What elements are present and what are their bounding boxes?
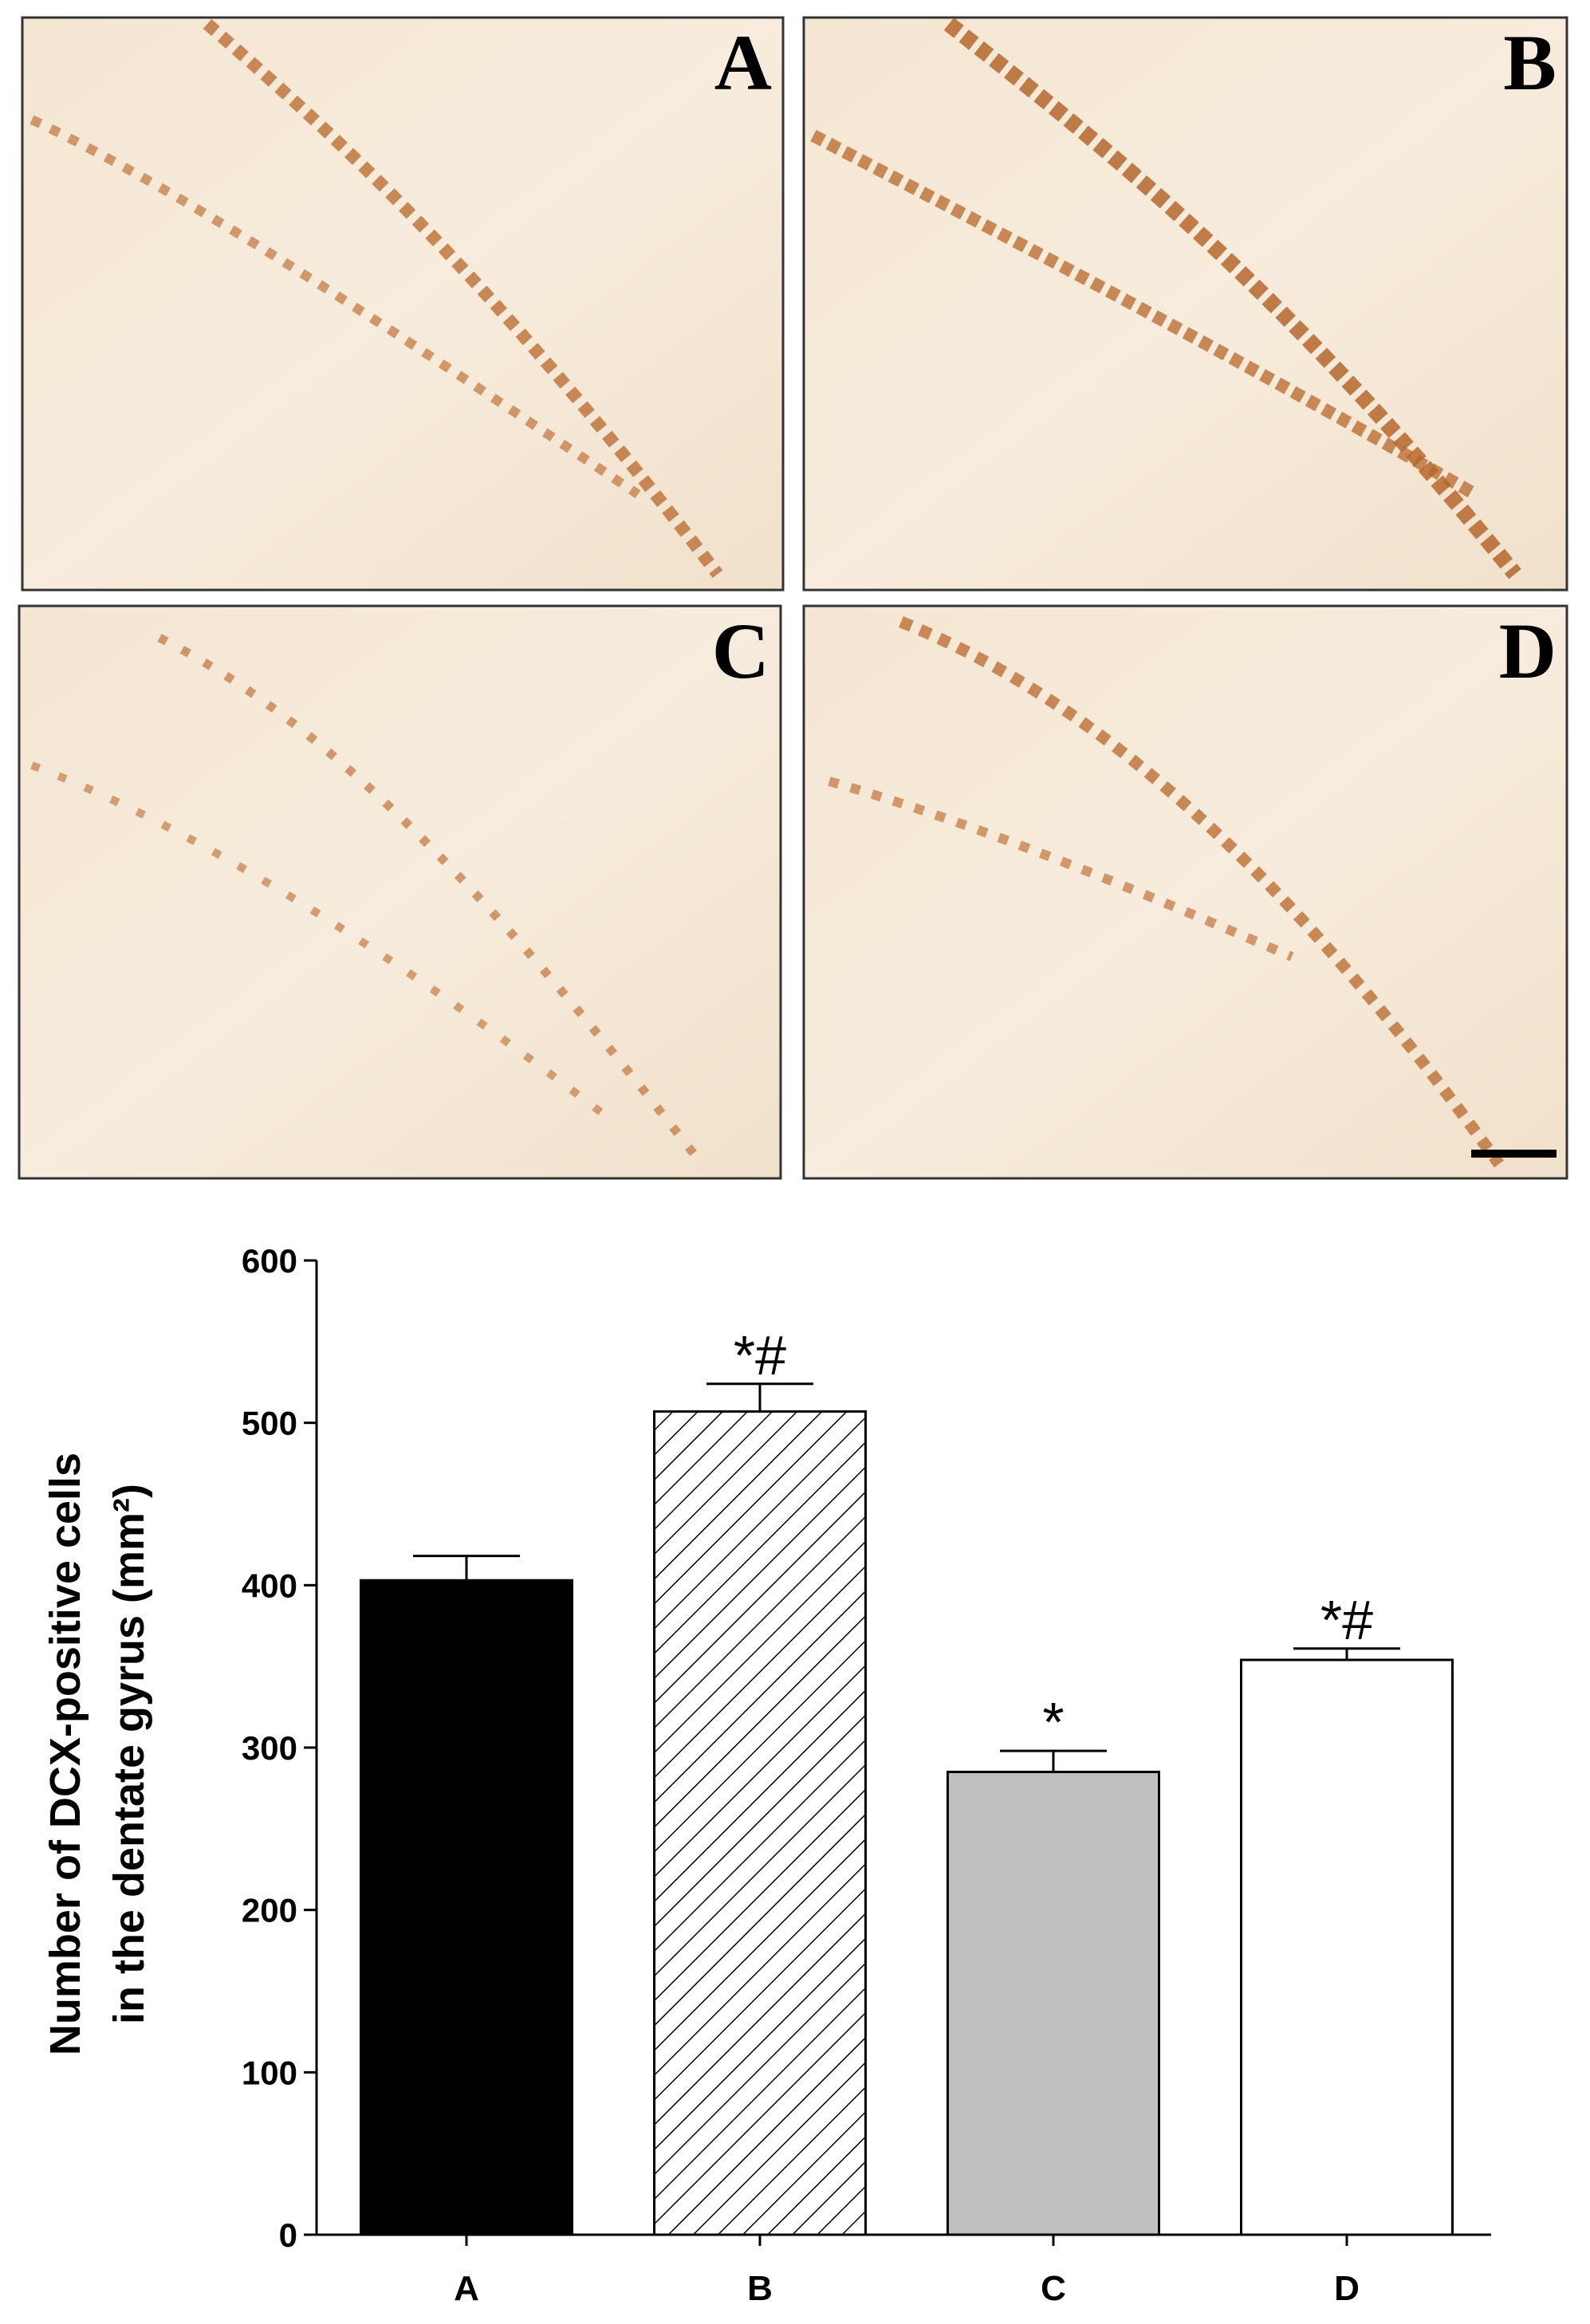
- x-tick-label: D: [1334, 2269, 1360, 2308]
- panel-label: D: [1499, 607, 1557, 695]
- micrograph-a: [21, 16, 785, 592]
- y-tick-label: 500: [242, 1405, 297, 1442]
- y-tick-label: 600: [242, 1242, 297, 1280]
- y-tick-label: 300: [242, 1729, 297, 1767]
- bar: [360, 1579, 573, 2236]
- y-tick-label: 0: [279, 2216, 297, 2254]
- scale-bar: [1471, 1150, 1557, 1158]
- x-tick-label: A: [454, 2269, 479, 2308]
- panel-label: A: [714, 18, 772, 107]
- significance-label: *#: [1320, 1589, 1373, 1651]
- bar: [653, 1410, 867, 2236]
- x-tick-label: B: [747, 2269, 773, 2308]
- panel-label: B: [1503, 18, 1557, 107]
- micrograph-c: [18, 604, 782, 1180]
- bar: [947, 1771, 1160, 2236]
- micrograph-d: [802, 604, 1568, 1180]
- micrograph-b: [802, 16, 1568, 592]
- panel-label: C: [712, 607, 769, 695]
- y-tick-label: 200: [242, 1892, 297, 1929]
- y-label-line: in the dentate gyrus (mm²): [105, 1484, 153, 2024]
- x-tick-label: C: [1041, 2269, 1066, 2308]
- y-tick-label: 100: [242, 2054, 297, 2091]
- significance-label: *: [1042, 1691, 1064, 1753]
- y-axis-title: Number of DCX-positive cells in the dent…: [41, 1453, 153, 2055]
- bar: [1240, 1658, 1454, 2236]
- y-tick-label: 400: [242, 1567, 297, 1604]
- significance-label: *#: [734, 1324, 786, 1386]
- y-label-line: Number of DCX-positive cells: [41, 1453, 89, 2055]
